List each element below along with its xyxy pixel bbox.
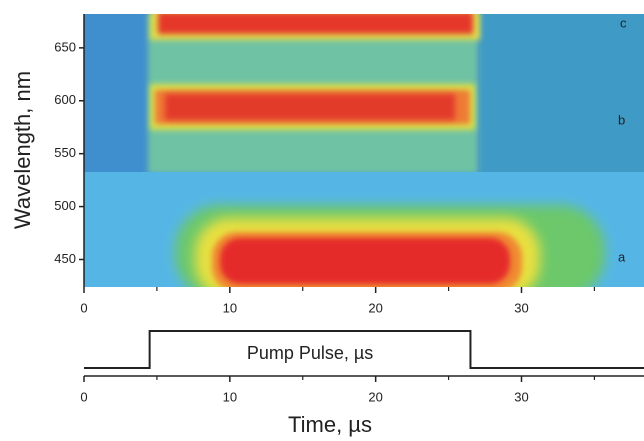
band-label: c	[620, 15, 627, 30]
heatmap-image	[84, 14, 644, 287]
x-tick-label: 10	[223, 300, 237, 315]
x-tick-label: 20	[368, 300, 382, 315]
x-tick-label: 10	[223, 389, 237, 404]
y-tick-label: 600	[54, 92, 76, 107]
x-tick-label: 30	[514, 389, 528, 404]
band-label: b	[618, 112, 625, 127]
y-tick-label: 650	[54, 39, 76, 54]
x-tick-label: 0	[80, 300, 87, 315]
pump-pulse	[84, 330, 644, 369]
x-tick-label: 0	[80, 389, 87, 404]
y-axis-label: Wavelength, nm	[10, 71, 35, 229]
pump-pulse-label: Pump Pulse, µs	[247, 343, 373, 363]
x-tick-label: 30	[514, 300, 528, 315]
x-tick-label: 20	[368, 389, 382, 404]
y-tick-label: 450	[54, 251, 76, 266]
y-tick-label: 500	[54, 198, 76, 213]
band-label: a	[618, 249, 626, 264]
y-tick-label: 550	[54, 145, 76, 160]
x-axis-label: Time, µs	[288, 412, 372, 437]
